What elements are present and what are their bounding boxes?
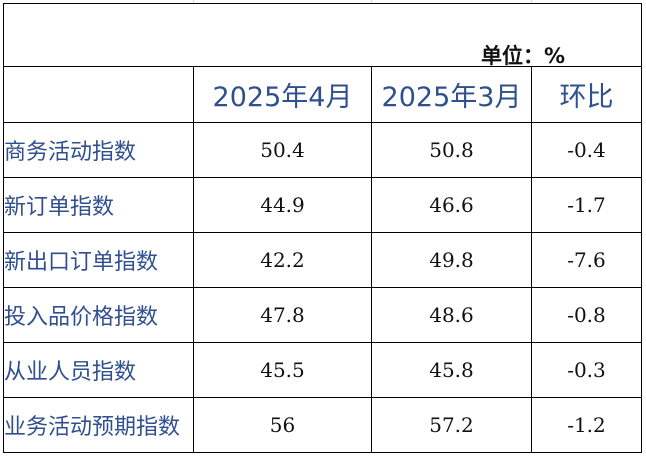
gridline — [193, 0, 194, 3]
value-mar[interactable]: 48.6 — [371, 287, 532, 343]
value-mom[interactable]: -0.4 — [531, 122, 642, 178]
table-row: 从业人员指数 45.5 45.8 -0.3 — [3, 342, 642, 398]
column-header-mom[interactable]: 环比 — [531, 66, 642, 123]
index-table: 单位：% 2025年4月 2025年3月 环比 商务活动指数 50.4 50.8… — [3, 3, 642, 453]
value-mom[interactable]: -1.7 — [531, 177, 642, 233]
gridline — [531, 0, 532, 3]
column-header-apr[interactable]: 2025年4月 — [193, 66, 372, 123]
value-mar[interactable]: 49.8 — [371, 232, 532, 288]
value-mom[interactable]: -1.2 — [531, 397, 642, 453]
row-label[interactable]: 新订单指数 — [3, 177, 194, 233]
value-apr[interactable]: 44.9 — [193, 177, 372, 233]
value-mar[interactable]: 50.8 — [371, 122, 532, 178]
value-mom[interactable]: -0.3 — [531, 342, 642, 398]
table-row: 商务活动指数 50.4 50.8 -0.4 — [3, 122, 642, 178]
column-header-mar[interactable]: 2025年3月 — [371, 66, 532, 123]
value-apr[interactable]: 45.5 — [193, 342, 372, 398]
value-apr[interactable]: 56 — [193, 397, 372, 453]
table-row: 新出口订单指数 42.2 49.8 -7.6 — [3, 232, 642, 288]
header-row: 2025年4月 2025年3月 环比 — [3, 66, 642, 123]
value-mar[interactable]: 57.2 — [371, 397, 532, 453]
row-label[interactable]: 从业人员指数 — [3, 342, 194, 398]
unit-row: 单位：% — [3, 3, 642, 67]
value-mom[interactable]: -0.8 — [531, 287, 642, 343]
unit-label: 单位：% — [481, 44, 566, 67]
value-mom[interactable]: -7.6 — [531, 232, 642, 288]
table-row: 业务活动预期指数 56 57.2 -1.2 — [3, 397, 642, 453]
table-row: 投入品价格指数 47.8 48.6 -0.8 — [3, 287, 642, 343]
row-label[interactable]: 新出口订单指数 — [3, 232, 194, 288]
row-label[interactable]: 投入品价格指数 — [3, 287, 194, 343]
value-mar[interactable]: 46.6 — [371, 177, 532, 233]
table-row: 新订单指数 44.9 46.6 -1.7 — [3, 177, 642, 233]
row-label[interactable]: 业务活动预期指数 — [3, 397, 194, 453]
row-label[interactable]: 商务活动指数 — [3, 122, 194, 178]
value-mar[interactable]: 45.8 — [371, 342, 532, 398]
unit-cell[interactable]: 单位：% — [3, 3, 642, 67]
value-apr[interactable]: 42.2 — [193, 232, 372, 288]
header-corner-cell[interactable] — [3, 66, 194, 123]
value-apr[interactable]: 47.8 — [193, 287, 372, 343]
value-apr[interactable]: 50.4 — [193, 122, 372, 178]
gridline — [371, 0, 372, 3]
